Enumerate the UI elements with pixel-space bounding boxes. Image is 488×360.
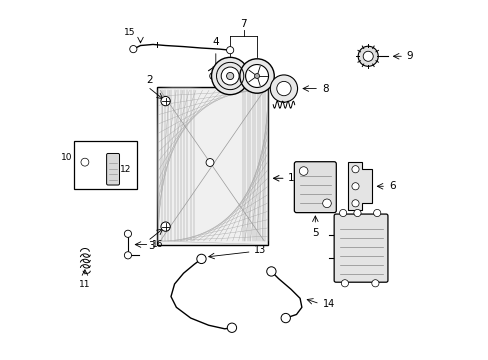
Circle shape — [353, 210, 360, 217]
Circle shape — [209, 72, 217, 80]
Circle shape — [351, 183, 358, 190]
Circle shape — [270, 75, 297, 102]
Text: 10: 10 — [61, 153, 72, 162]
Circle shape — [81, 158, 89, 166]
Circle shape — [124, 252, 131, 259]
Circle shape — [322, 199, 330, 208]
Circle shape — [239, 59, 274, 93]
Circle shape — [161, 222, 170, 231]
Circle shape — [276, 81, 290, 96]
Text: 7: 7 — [240, 19, 246, 29]
Text: 8: 8 — [321, 84, 328, 94]
Circle shape — [124, 230, 131, 237]
Text: 9: 9 — [406, 51, 412, 61]
Text: 2: 2 — [145, 75, 152, 85]
Circle shape — [363, 51, 372, 61]
Text: 12: 12 — [120, 165, 131, 174]
Circle shape — [299, 167, 307, 175]
Circle shape — [196, 254, 206, 264]
Polygon shape — [348, 162, 371, 211]
Circle shape — [371, 280, 378, 287]
Circle shape — [357, 46, 378, 66]
FancyBboxPatch shape — [333, 214, 387, 282]
Circle shape — [205, 158, 214, 166]
Circle shape — [254, 73, 259, 78]
FancyBboxPatch shape — [294, 162, 336, 213]
Circle shape — [227, 323, 236, 332]
Text: 13: 13 — [253, 245, 265, 255]
Circle shape — [221, 67, 239, 85]
Bar — [156, 87, 267, 244]
Text: 14: 14 — [322, 299, 334, 309]
Circle shape — [351, 200, 358, 207]
Circle shape — [226, 72, 233, 80]
Circle shape — [266, 267, 276, 276]
Bar — [74, 140, 137, 189]
Circle shape — [373, 210, 380, 217]
Text: 11: 11 — [79, 280, 90, 289]
Circle shape — [245, 64, 268, 87]
Circle shape — [226, 46, 233, 54]
Text: 4: 4 — [212, 37, 219, 47]
Circle shape — [341, 280, 348, 287]
Circle shape — [211, 57, 248, 95]
Text: 3: 3 — [147, 241, 154, 251]
Circle shape — [129, 45, 137, 53]
Circle shape — [161, 96, 170, 106]
Circle shape — [339, 210, 346, 217]
Text: 6: 6 — [388, 181, 395, 191]
Text: 1: 1 — [287, 173, 294, 183]
Text: 5: 5 — [311, 228, 318, 238]
FancyBboxPatch shape — [106, 153, 119, 185]
Text: 16: 16 — [152, 240, 163, 249]
Circle shape — [351, 166, 358, 173]
Circle shape — [281, 314, 290, 323]
Text: 15: 15 — [123, 28, 135, 37]
